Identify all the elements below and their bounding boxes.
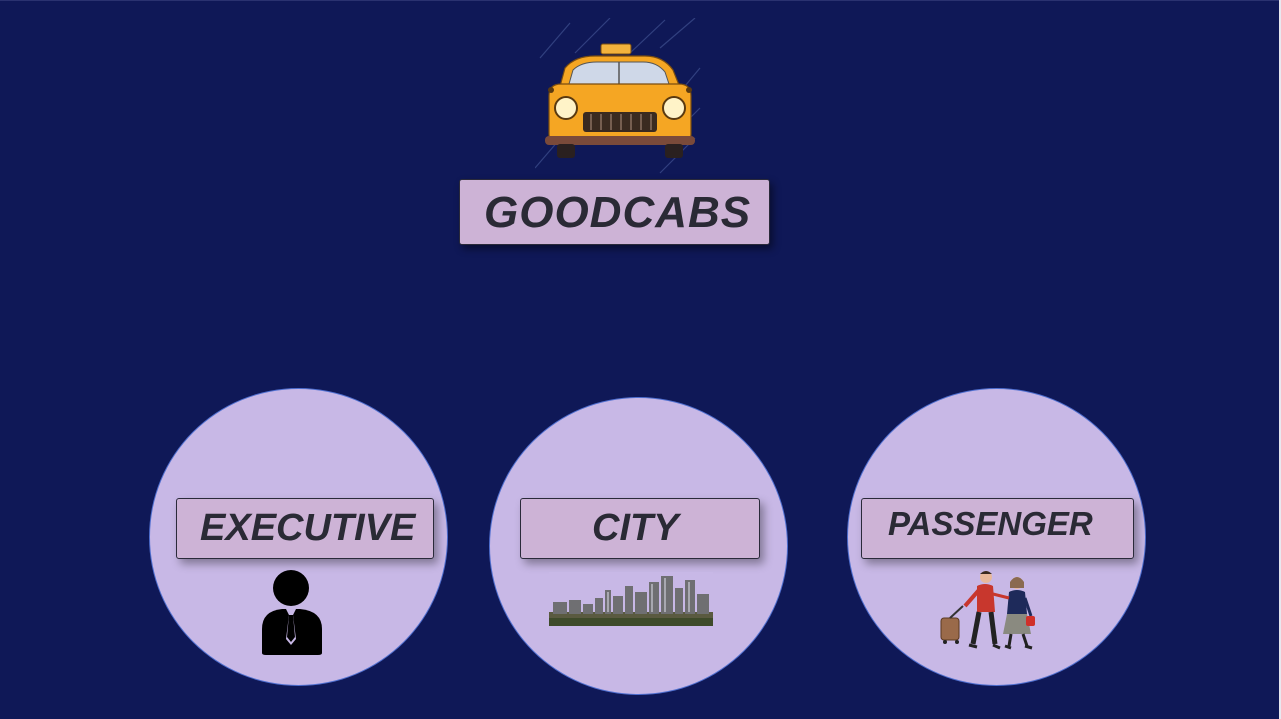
passenger-label: PASSENGER [888, 505, 1093, 542]
person-icon [262, 570, 322, 655]
city-label: CITY [592, 507, 679, 549]
right-border [1279, 0, 1281, 719]
taxi-icon [535, 18, 701, 174]
city-button[interactable]: CITY [520, 498, 760, 559]
city-skyline-icon [549, 572, 713, 626]
brand-title: GOODCABS [484, 188, 752, 237]
travelers-icon [940, 571, 1035, 650]
executive-label: EXECUTIVE [200, 507, 416, 549]
executive-button[interactable]: EXECUTIVE [176, 498, 434, 559]
passenger-button[interactable]: PASSENGER [861, 498, 1134, 559]
brand-title-box: GOODCABS [459, 179, 770, 245]
top-border [0, 0, 1281, 1]
